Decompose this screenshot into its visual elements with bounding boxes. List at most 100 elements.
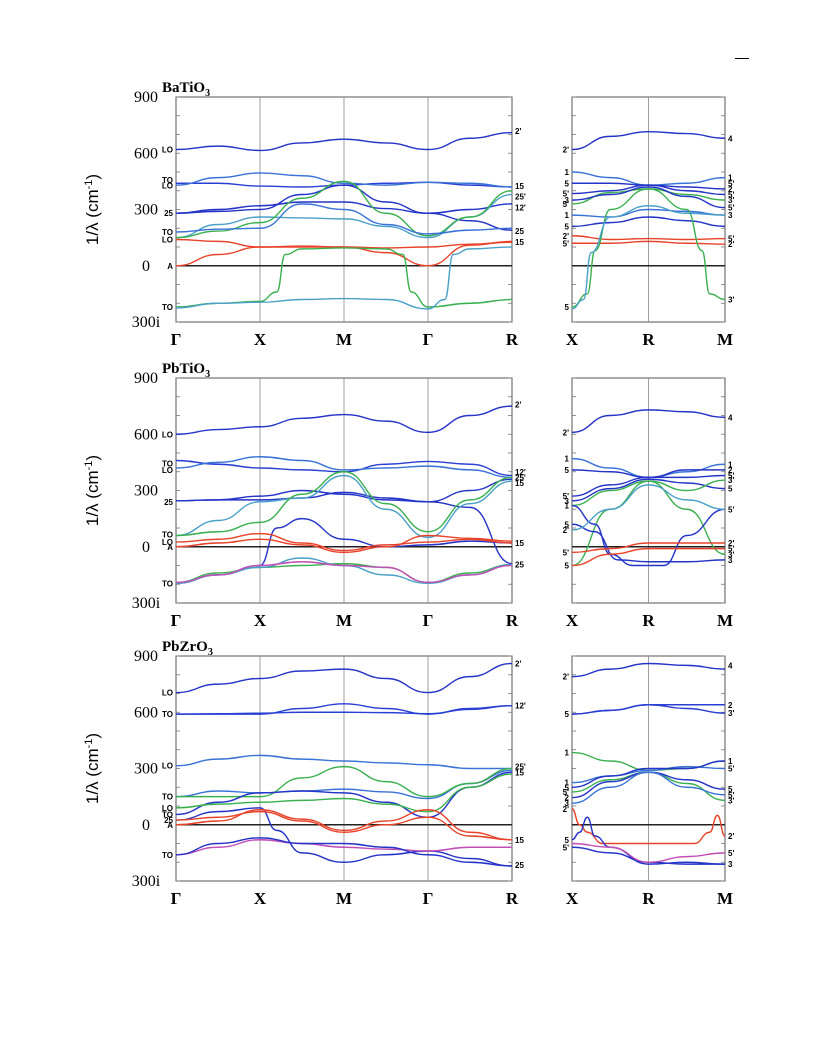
- branch-label-left: 2': [563, 673, 569, 682]
- branch-label-right: 4: [728, 413, 733, 422]
- phonon-branch-9: [571, 523, 726, 563]
- branch-label-left: 2': [563, 805, 569, 814]
- y-tick-label: 300i: [132, 595, 161, 612]
- phonon-branch-9: [175, 532, 513, 552]
- branch-label-left: 1: [565, 779, 570, 788]
- branch-label-left: LO: [162, 689, 173, 698]
- phonon-branch-6: [175, 765, 513, 798]
- x-tick-label: Γ: [171, 330, 182, 349]
- branch-label-left: LO: [162, 804, 173, 813]
- y-tick-label: 900: [134, 89, 158, 106]
- phonon-branch-5: [175, 491, 513, 565]
- phonon-branch-8: [571, 504, 726, 567]
- y-axis-label-superscript: -1: [83, 461, 95, 471]
- branch-label-left: 1: [565, 168, 570, 177]
- branch-label-left: A: [167, 821, 173, 830]
- branch-label-left: 5: [565, 466, 570, 475]
- phonon-branch-11: [571, 188, 726, 308]
- branch-label-left: LO: [162, 538, 173, 547]
- x-tick-label: R: [642, 889, 655, 908]
- phonon-branch-1: [571, 662, 726, 678]
- branch-label-right: 3': [728, 296, 734, 305]
- branch-label-left: LO: [162, 236, 173, 245]
- branch-label-right: 12': [515, 468, 526, 477]
- y-axis-label-main: 1/λ (cm: [83, 748, 102, 804]
- branch-label-right: 15: [515, 539, 524, 548]
- phonon-branch-13: [571, 842, 726, 863]
- branch-label-left: TO: [162, 579, 173, 588]
- phonon-branch-9: [571, 235, 726, 241]
- branch-label-left: TO: [162, 710, 173, 719]
- x-tick-label: X: [566, 611, 579, 630]
- phonon-branch-8: [175, 203, 513, 235]
- branch-label-right: 3': [728, 709, 734, 718]
- branch-label-right: 25: [515, 227, 524, 236]
- x-tick-label: Γ: [171, 889, 182, 908]
- branch-label-left: 5: [565, 710, 570, 719]
- branch-label-right: 5': [728, 204, 734, 213]
- phonon-branch-10: [571, 808, 726, 845]
- branch-label-right: 3: [728, 211, 733, 220]
- phonon-branch-7: [571, 479, 726, 507]
- x-tick-label: X: [254, 330, 267, 349]
- branch-label-left: 3: [565, 497, 570, 506]
- y-tick-label: 600: [134, 704, 158, 721]
- branch-label-right: 15: [515, 182, 524, 191]
- branch-label-left: 1: [565, 502, 570, 511]
- x-tick-label: M: [717, 611, 733, 630]
- branch-label-right: 2': [728, 240, 734, 249]
- y-axis-label: 1/λ (cm-1): [83, 733, 102, 804]
- branch-label-left: 5': [563, 548, 569, 557]
- phonon-branch-1: [175, 662, 513, 694]
- phonon-branch-10: [175, 241, 513, 267]
- branch-label-right: 1: [728, 174, 733, 183]
- branch-label-left: 5: [565, 222, 570, 231]
- y-axis-label-close: ): [83, 733, 102, 739]
- phonon-branch-13: [175, 837, 513, 867]
- branch-label-right: 2': [515, 400, 521, 409]
- phonon-branch-3: [175, 456, 513, 479]
- branch-label-right: 25': [515, 473, 526, 482]
- branch-label-right: 2': [515, 660, 521, 669]
- branch-label-right: 25': [515, 192, 526, 201]
- x-tick-label: Γ: [423, 330, 434, 349]
- branch-label-left: 5: [565, 783, 570, 792]
- branch-label-left: LO: [162, 146, 173, 155]
- phonon-branch-9: [571, 771, 726, 804]
- y-tick-label: 300: [134, 761, 158, 778]
- phonon-branch-7: [175, 471, 513, 537]
- branch-label-right: 15: [515, 836, 524, 845]
- phonon-branch-8: [571, 216, 726, 228]
- y-tick-label: 900: [134, 648, 158, 665]
- phonon-branch-1: [571, 130, 726, 151]
- branch-label-right: 3: [728, 860, 733, 869]
- branch-label-right: 3: [728, 556, 733, 565]
- x-tick-label: M: [717, 889, 733, 908]
- x-tick-label: R: [642, 611, 655, 630]
- branch-label-right: 5': [728, 791, 734, 800]
- x-tick-label: R: [506, 330, 519, 349]
- phonon-branch-12: [175, 246, 513, 310]
- phonon-branch-4: [175, 201, 513, 214]
- phonon-branch-4: [175, 754, 512, 770]
- phonon-branch-4: [571, 184, 726, 196]
- x-tick-label: Γ: [423, 611, 434, 630]
- branch-label-right: 5': [728, 505, 734, 514]
- branch-label-left: 5': [563, 190, 569, 199]
- y-axis-label: 1/λ (cm-1): [83, 174, 102, 245]
- branch-label-right: 1: [728, 460, 733, 469]
- branch-label-left: LO: [162, 466, 173, 475]
- material-title-subscript: 3: [208, 647, 213, 658]
- branch-label-left: 5': [563, 492, 569, 501]
- branch-label-left: TO: [162, 228, 173, 237]
- y-tick-label: 0: [142, 539, 150, 556]
- branch-label-right: 5': [728, 191, 734, 200]
- phonon-branch-6: [571, 760, 726, 788]
- branch-label-left: 5: [565, 303, 570, 312]
- branch-label-left: 5: [565, 179, 570, 188]
- phonon-branch-11: [571, 816, 726, 865]
- branch-label-left: 5: [565, 520, 570, 529]
- phonon-branch-12: [571, 484, 726, 531]
